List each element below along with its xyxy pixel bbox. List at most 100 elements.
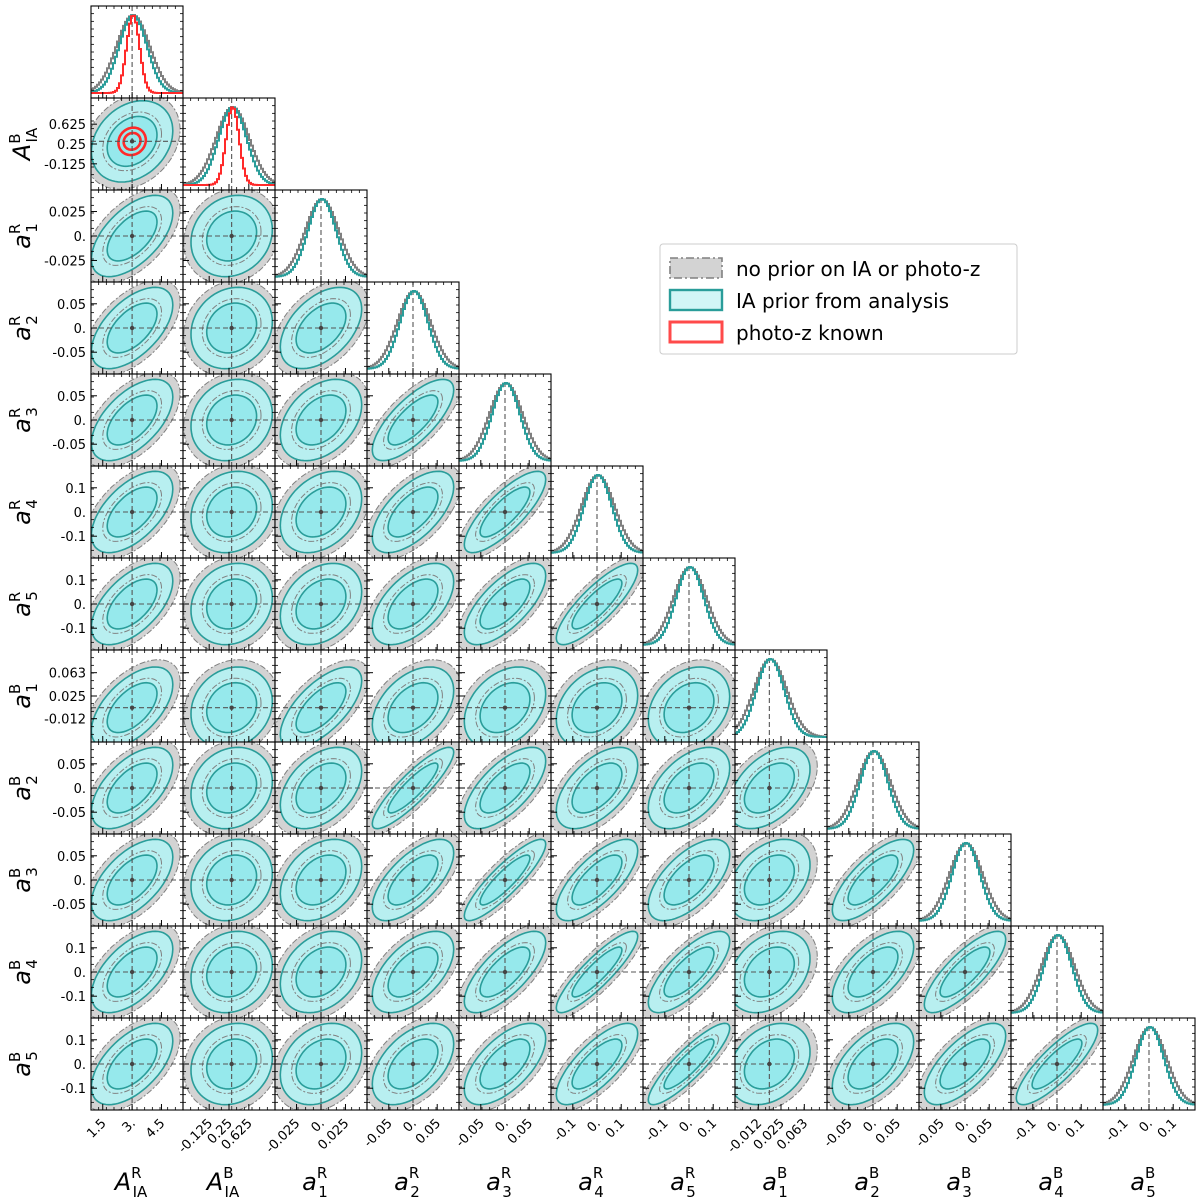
contour-no-prior-1sigma [475, 758, 535, 818]
fiducial-point [129, 509, 135, 515]
fiducial-point [129, 417, 135, 423]
contour-no-prior-1sigma [201, 1034, 262, 1094]
fiducial-point [129, 705, 135, 710]
fiducial-point [410, 705, 416, 710]
marginal-ia-prior [827, 750, 919, 830]
panel-a1B-vs-a2R [367, 650, 459, 742]
panel-ticks [275, 190, 367, 282]
contour-no-prior-1sigma [567, 677, 627, 738]
fiducial-point [318, 877, 324, 883]
y-tick-label: 0. [74, 874, 86, 889]
fiducial-point [767, 785, 772, 791]
panel-a4B-vs-AB [183, 926, 275, 1018]
y-tick-label: 0.025 [49, 206, 86, 221]
contour-no-prior-1sigma [475, 942, 535, 1002]
legend: no prior on IA or photo-z IA prior from … [659, 243, 1018, 355]
panel-a4B-vs-a1R [275, 926, 367, 1018]
y-tick-label: 0.063 [49, 667, 86, 682]
x-axis-label-a4B: aB 4 [1038, 1164, 1064, 1200]
y-tick-label: 0.05 [57, 298, 86, 313]
panel-ticks [643, 742, 735, 834]
fiducial-point [129, 785, 135, 791]
legend-swatch-photoz [668, 320, 724, 344]
contour-no-prior-1sigma [102, 1034, 163, 1094]
panel-a4R-vs-AR [91, 466, 183, 558]
fiducial-point [767, 877, 772, 883]
y-tick-label: 0. [74, 322, 86, 337]
y-axis-label-a3R: aR3 [6, 407, 41, 433]
fiducial-point [229, 417, 234, 423]
panel-a4B-vs-a2R [367, 926, 459, 1018]
contour-no-prior-1sigma [201, 758, 262, 818]
panel-a3B-vs-a3R [459, 834, 551, 926]
contour-no-prior-1sigma [291, 390, 351, 450]
y-tick-label: 0.625 [49, 118, 86, 133]
panels-layer: -0.125 0.25 0.625 ABIA -0.025 0. 0.025 aR1 -0.05… [6, 5, 1196, 1200]
contour-no-prior-1sigma [383, 942, 443, 1002]
marginal-photoz [91, 14, 183, 94]
marginal-ia-prior [275, 198, 367, 278]
panel-a5B-vs-a1B [735, 1018, 827, 1110]
contour-no-prior-1sigma [201, 574, 262, 634]
panel-a4B-vs-AR [91, 926, 183, 1018]
y-tick-label: -0.025 [44, 254, 86, 269]
contour-no-prior-1sigma [567, 1034, 627, 1094]
y-tick-label: -0.05 [52, 438, 86, 453]
panel-a5B-vs-a3B [919, 1018, 1011, 1110]
panel-a2R-vs-a2R [367, 282, 459, 374]
fiducial-point [502, 1061, 508, 1067]
y-tick-label: 0.05 [57, 850, 86, 865]
marginal-ia-prior [367, 290, 459, 370]
contour-no-prior-1sigma [102, 111, 163, 172]
contour-no-prior-1sigma [102, 942, 163, 1002]
panel-a3B-vs-a2B [827, 834, 919, 926]
contour-no-prior-1sigma [1027, 1034, 1087, 1094]
contour-no-prior-1sigma [475, 677, 535, 738]
fiducial-point [870, 877, 876, 883]
panel-a2R-vs-a1R [275, 282, 367, 374]
contour-no-prior-1sigma [102, 206, 163, 266]
fiducial-point [229, 601, 234, 607]
fiducial-point [962, 1061, 968, 1067]
panel-a2B-vs-a5R [643, 742, 735, 834]
panel-a3B-vs-a2R [367, 834, 459, 926]
fiducial-point [767, 969, 772, 975]
fiducial-point [502, 509, 508, 515]
marginal-ia-prior [459, 382, 551, 462]
panel-a1R-vs-a1R [275, 190, 367, 282]
panel-a3R-vs-a3R [459, 374, 551, 466]
y-tick-label: 0. [74, 1058, 86, 1073]
contour-no-prior-1sigma [201, 677, 262, 738]
fiducial-point [129, 233, 135, 239]
panel-a4B-vs-a4R [551, 926, 643, 1018]
fiducial-point [686, 969, 692, 975]
contour-no-prior-1sigma [291, 1034, 351, 1094]
contour-no-prior-1sigma [383, 850, 443, 910]
fiducial-point [129, 877, 135, 883]
contour-no-prior-1sigma [739, 850, 800, 910]
panel-a1B-vs-a4R [551, 650, 643, 742]
panel-a3R-vs-a1R [275, 374, 367, 466]
panel-ticks [551, 650, 643, 742]
contour-no-prior-1sigma [201, 206, 262, 266]
marginal-ia-prior [735, 658, 827, 738]
fiducial-point [962, 969, 968, 975]
panel-a2B-vs-a2R [367, 742, 459, 834]
contour-no-prior-1sigma [102, 574, 163, 634]
y-tick-label: 0.05 [57, 758, 86, 773]
contour-no-prior-1sigma [201, 482, 262, 542]
fiducial-point [502, 601, 508, 607]
panel-a2B-vs-AR [91, 742, 183, 834]
fiducial-point [129, 325, 135, 331]
fiducial-point [686, 1061, 692, 1067]
panel-AB-vs-AB [183, 98, 275, 190]
contour-no-prior-1sigma [291, 298, 351, 358]
y-tick-label: 0.05 [57, 390, 86, 405]
panel-a1R-vs-AB [183, 190, 275, 282]
y-tick-label: 0. [74, 506, 86, 521]
x-axis-label-a1R: aR 1 [302, 1164, 328, 1200]
panel-ticks [367, 1018, 459, 1110]
panel-a3B-vs-a5R [643, 834, 735, 926]
x-axis-label-a1B: aB 1 [762, 1164, 788, 1200]
legend-label-photoz: photo-z known [736, 321, 884, 345]
